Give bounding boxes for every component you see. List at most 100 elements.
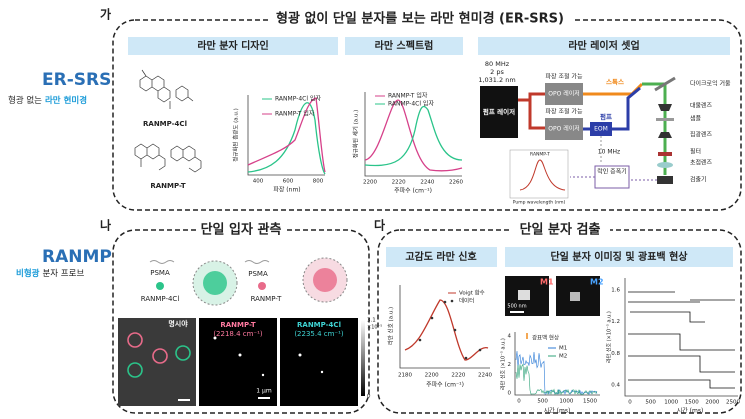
- colorbar-label: 0: [367, 394, 371, 400]
- mod-freq: 10 MHz: [598, 149, 620, 156]
- axis-label: 라만 신호 (a.u.): [387, 307, 395, 345]
- sidebar-title: RANMP: [42, 247, 112, 267]
- annotation: 광표백 현상: [532, 334, 559, 342]
- y-tick-label: 0.4: [611, 383, 620, 389]
- laser-spec: 2 ps: [490, 68, 504, 76]
- x-tick-label: 2240: [478, 373, 492, 379]
- x-tick-label: 800: [313, 179, 324, 185]
- panel-label: 나: [100, 218, 111, 233]
- image-subtitle: (2235.4 cm⁻¹): [294, 330, 344, 338]
- x-tick-label: 2220: [451, 373, 465, 379]
- axis-label: 시간 (ms): [677, 407, 704, 415]
- image-title: RANMP-T: [220, 321, 256, 329]
- panel-title: 단일 입자 관측: [201, 222, 282, 238]
- x-tick-label: 500: [537, 399, 548, 405]
- image-title: 명시야: [168, 319, 188, 328]
- sidebar-title: ER-SRS: [42, 70, 111, 90]
- panel-label: 다: [374, 218, 385, 233]
- y-tick-label: 0.8: [611, 351, 620, 357]
- section-header: 라만 분자 디자인: [197, 39, 268, 52]
- scheme-label: RANMP-4Cl: [141, 295, 180, 303]
- optic-label: 대물렌즈: [690, 102, 713, 110]
- x-tick-label: 2200: [363, 180, 377, 186]
- scheme-label: PSMA: [150, 269, 170, 277]
- molecule-label: RANMP-T: [150, 182, 186, 190]
- optic-label: 샘플: [690, 115, 702, 123]
- legend-label: M2: [559, 354, 567, 360]
- axis-label: 라만 신호 (×10⁻⁵ a.u.): [500, 338, 507, 390]
- panel-title: 단일 분자 검출: [520, 222, 601, 238]
- laser-spec: 1,031.2 nm: [478, 76, 515, 84]
- sidebar-desc: 형광 없는 라만 현미경: [8, 95, 87, 106]
- axis-label: 정규화된 세기 (a.u.): [352, 110, 360, 159]
- laser-box: 펌프 레이저: [483, 107, 515, 116]
- x-tick-label: 2200: [425, 373, 439, 379]
- scheme-label: PSMA: [248, 270, 268, 278]
- axis-label: 시간 (ms): [544, 407, 571, 415]
- image-title: RANMP-4Cl: [297, 321, 341, 329]
- laser-spec: 80 MHz: [485, 60, 510, 68]
- x-tick-label: 2000: [705, 400, 719, 406]
- x-tick-label: 2260: [449, 180, 463, 186]
- colorbar-label: 3.1: [367, 318, 376, 324]
- opo-box: OPO 레이저: [548, 125, 580, 133]
- legend-label: RANMP-4Cl 입자: [275, 95, 321, 103]
- x-tick-label: 2180: [398, 373, 412, 379]
- optic-label: 다이크로익 거울: [690, 80, 731, 88]
- x-tick-label: 1500: [583, 399, 597, 405]
- colorbar-unit: ×10⁻⁵: [367, 325, 382, 331]
- scale-bar-label: 500 nm: [507, 304, 526, 310]
- x-tick-label: 0: [517, 399, 521, 405]
- legend-label: 데이터: [459, 297, 474, 305]
- image-subtitle: (2218.4 cm⁻¹): [213, 330, 263, 338]
- section-header: 단일 분자 이미징 및 광표백 현상: [550, 250, 688, 263]
- x-tick-label: 400: [253, 179, 264, 185]
- legend-label: Voigt 함수: [459, 289, 485, 297]
- axis-label: 파장 (nm): [273, 186, 300, 194]
- image-title: M2: [590, 278, 604, 287]
- x-tick-label: 500: [645, 400, 656, 406]
- sidebar-desc: 비형광 분자 프로브: [16, 268, 84, 279]
- x-tick-label: 2240: [420, 180, 434, 186]
- scheme-label: RANMP-T: [251, 295, 283, 303]
- y-tick-label: 0: [508, 391, 512, 397]
- eom-box: EOM: [594, 126, 608, 133]
- optic-label: 집광렌즈: [690, 131, 713, 139]
- image-title: M1: [540, 278, 554, 287]
- panel-label: 가: [100, 7, 111, 22]
- section-header: 라만 레이저 셋업: [568, 39, 639, 52]
- axis-label: 정규화된 흡광도 (a.u.): [232, 108, 240, 162]
- opo-note: 파장 조절 가능: [546, 73, 583, 81]
- optic-label: 검출기: [690, 176, 707, 184]
- x-tick-label: 2500: [726, 400, 740, 406]
- optic-label: 초점렌즈: [690, 159, 713, 167]
- section-header: 고감도 라만 신호: [405, 250, 476, 263]
- opo-box: OPO 레이저: [548, 90, 580, 98]
- y-tick-label: 1.2: [611, 319, 620, 325]
- panel-title: 형광 없이 단일 분자를 보는 라만 현미경 (ER-SRS): [276, 11, 564, 27]
- x-tick-label: 2220: [392, 180, 406, 186]
- lockin-box: 락인 증폭기: [597, 168, 627, 176]
- x-tick-label: 1000: [559, 399, 573, 405]
- optic-label: 필터: [690, 148, 701, 156]
- legend-label: RANMP-T 입자: [388, 92, 428, 100]
- axis-label: 주파수 (cm⁻¹): [426, 381, 464, 389]
- x-tick-label: 600: [283, 179, 294, 185]
- section-header: 라만 스펙트럼: [375, 39, 434, 52]
- inset-axis: Pump wavelength (nm): [513, 200, 566, 206]
- scale-bar-label: 1 μm: [256, 388, 272, 395]
- x-tick-label: 1000: [664, 400, 678, 406]
- legend-label: RANMP-4Cl 입자: [388, 100, 434, 108]
- beam-label: 펌프: [600, 112, 612, 121]
- x-tick-label: 0: [628, 400, 632, 406]
- y-tick-label: 4: [508, 334, 512, 340]
- y-tick-label: 2: [508, 362, 512, 368]
- legend-label: M1: [559, 346, 567, 352]
- inset-title: RANMP-T: [530, 152, 550, 158]
- legend-label: RANMP-T 입자: [275, 110, 315, 118]
- axis-label: 라만 신호 (×10⁻⁵ a.u.): [606, 311, 613, 363]
- beam-label: 스톡스: [606, 77, 624, 86]
- molecule-label: RANMP-4Cl: [143, 120, 187, 128]
- x-tick-label: 1500: [685, 400, 699, 406]
